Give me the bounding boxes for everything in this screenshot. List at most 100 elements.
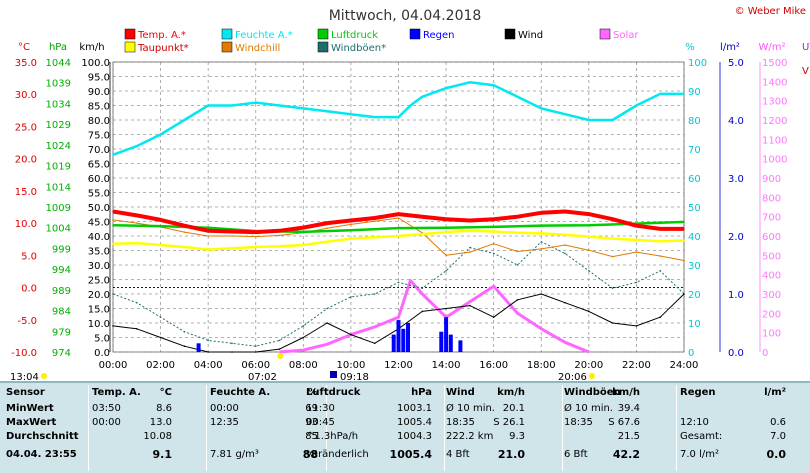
legend-label: Wind (518, 30, 543, 41)
series-point (445, 87, 447, 89)
pressure-tick-label: 989 (52, 286, 71, 297)
series-point (302, 244, 305, 246)
table-cell-value: S 67.6 (608, 417, 640, 428)
series-point (278, 351, 281, 353)
table-cell: 12:10 (680, 417, 709, 428)
moonrise-label: 09:18 (340, 372, 369, 381)
table-cell: veränderlich (306, 449, 369, 460)
humidity-tick-label: 70 (688, 145, 701, 156)
series-point (683, 228, 685, 230)
series-point (516, 96, 519, 98)
pressure-tick-label: 994 (52, 265, 71, 276)
wind-tick-label: 25.0 (88, 276, 110, 287)
wind-tick-label: 65.0 (88, 160, 110, 171)
wind-tick-label: 50.0 (88, 203, 110, 214)
wind-tick-label: 85.0 (88, 102, 110, 113)
series-point (635, 239, 638, 241)
legend-label: Luftdruck (331, 30, 378, 41)
series-point (516, 232, 519, 234)
series-point (255, 351, 257, 353)
table-cell: 11:30 (306, 403, 335, 414)
series-point (397, 316, 400, 319)
temp-tick-label: 15.0 (15, 187, 37, 198)
table-divider (676, 385, 677, 471)
series-point (588, 249, 590, 251)
table-header-label: Luftdruck (306, 387, 361, 398)
time-tick-label: 06:00 (241, 360, 270, 371)
wind-tick-label: 70.0 (88, 145, 110, 156)
series-point (588, 213, 590, 215)
solar-tick-label: 600 (762, 232, 781, 243)
table-cell: 4 Bft (446, 449, 470, 460)
series-point (409, 104, 412, 107)
rain-bar (391, 334, 396, 352)
series-point (207, 104, 209, 107)
series-point (183, 330, 186, 333)
series-point (231, 235, 233, 237)
series-point (540, 241, 543, 243)
legend-item: Windböen* (317, 41, 386, 54)
solar-tick-label: 1300 (762, 97, 787, 108)
table-divider (326, 385, 327, 471)
humidity-tick-label: 100 (688, 58, 707, 69)
table-header-unit: km/h (497, 387, 525, 398)
sun-icon (41, 373, 47, 379)
series-point (302, 231, 305, 233)
chart-title: Mittwoch, 04.04.2018 (329, 8, 482, 24)
series-point (659, 255, 661, 257)
solar-tick-label: 900 (762, 174, 781, 185)
series-point (397, 281, 400, 284)
chart-axes: 35.0 30.0 25.0 20.0 15.0 10.0 5.0 0.0 -5.0 -10.0 1… (11, 58, 809, 371)
series-point (278, 234, 281, 237)
series-point (326, 343, 328, 346)
table-cell: Gesamt: (680, 431, 723, 442)
table-cell: 18:35 (446, 417, 475, 428)
series-point (326, 110, 328, 113)
sunrise-label: 07:02 (248, 372, 277, 381)
series-point (611, 119, 614, 121)
series-point (112, 154, 114, 156)
series-point (373, 116, 376, 118)
series-point (159, 219, 162, 221)
rain-tick-label: 0.0 (728, 348, 744, 359)
chart-plot (112, 81, 685, 354)
series-point (492, 218, 495, 220)
day-length-label: 13:04 (10, 372, 39, 381)
wind-tick-label: 95.0 (88, 73, 110, 84)
series-point (255, 345, 257, 348)
series-point (445, 270, 447, 272)
table-cell: ^1.3hPa/h (306, 431, 359, 442)
table-cell-value: 69 (305, 403, 318, 414)
legend-swatch (124, 41, 136, 53)
series-point (659, 270, 661, 272)
rain-bar (444, 317, 449, 352)
table-header-unit: % (307, 387, 318, 398)
series-point (469, 251, 471, 253)
temp-tick-label: 5.0 (21, 251, 37, 262)
table-cell: 222.2 km (446, 431, 494, 442)
series-point (611, 237, 614, 240)
summary-table: Sensor Temp. A. °C Feuchte A.% Luftdruck hPa W… (0, 381, 810, 473)
series-point (183, 119, 186, 121)
series-point (183, 345, 186, 348)
series-point (588, 270, 590, 272)
series-point (112, 210, 114, 213)
pressure-tick-label: 1019 (46, 162, 71, 173)
table-cell: 00:00 (210, 403, 239, 414)
solar-tick-label: 1500 (762, 58, 787, 69)
series-point (469, 304, 471, 307)
legend-label: Temp. A.* (137, 30, 186, 41)
table-divider (562, 385, 563, 471)
rain-bar (458, 340, 463, 352)
series-point (397, 235, 400, 237)
series-point (564, 233, 566, 236)
series-point (302, 325, 305, 327)
table-header-unit: km/h (612, 387, 640, 398)
series-point (469, 219, 471, 222)
pressure-tick-label: 1044 (46, 58, 71, 69)
table-cell-value: 1004.3 (397, 431, 432, 442)
series-point (255, 246, 257, 248)
table-divider (444, 385, 445, 471)
solar-tick-label: 400 (762, 271, 781, 282)
table-cell-value: 21.0 (497, 448, 525, 461)
